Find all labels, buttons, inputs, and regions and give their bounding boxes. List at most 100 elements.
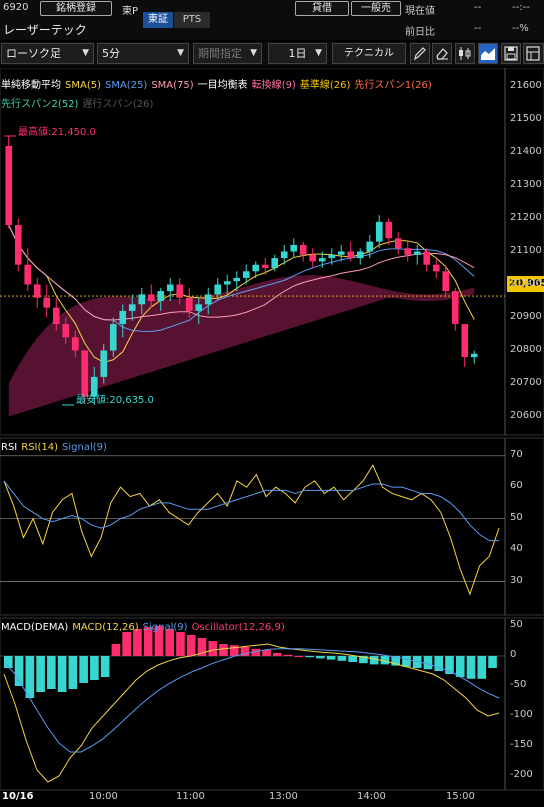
pencil-icon[interactable] bbox=[410, 43, 430, 64]
macd-oscillator-bar bbox=[359, 656, 368, 664]
legend-macd-oscillator: Oscillator(12,26,9) bbox=[191, 622, 285, 633]
macd-oscillator-bar bbox=[273, 653, 282, 656]
candle-body bbox=[14, 225, 22, 265]
sma75-line bbox=[8, 224, 475, 321]
candle-body bbox=[176, 284, 184, 298]
candle-body bbox=[100, 350, 108, 377]
macd-oscillator-bar bbox=[316, 656, 325, 659]
macd-oscillator-bar bbox=[380, 656, 390, 665]
macd-oscillator-bar bbox=[219, 644, 228, 656]
candle-body bbox=[90, 376, 98, 397]
macd-oscillator-bar bbox=[229, 645, 239, 656]
rsi-signal-line bbox=[3, 480, 499, 542]
stock-name: レーザーテック bbox=[3, 23, 87, 37]
market-tse-toggle[interactable]: 東証 bbox=[143, 12, 173, 28]
legend-rsi-signal: Signal(9) bbox=[62, 442, 107, 453]
macd-oscillator-bar bbox=[240, 647, 250, 656]
macd-oscillator-bar bbox=[57, 656, 67, 692]
chart-type-select[interactable]: ローソク足 ▼ bbox=[1, 43, 94, 64]
legend-ichimoku-title: 一目均衡表 bbox=[197, 80, 248, 91]
candle-body bbox=[432, 264, 440, 272]
chevron-down-icon: ▼ bbox=[82, 48, 89, 58]
macd-oscillator-bar bbox=[154, 626, 164, 656]
legend-tenkan: 転換線(9) bbox=[251, 80, 296, 91]
candle-body bbox=[328, 254, 336, 259]
price-y-tick: 21600 bbox=[510, 79, 542, 91]
technical-button[interactable]: テクニカル bbox=[332, 43, 406, 64]
legend-sma25: SMA(25) bbox=[104, 80, 148, 91]
macd-oscillator-bar bbox=[369, 656, 379, 665]
rsi-y-tick: 70 bbox=[510, 448, 523, 460]
price-y-tick: 21100 bbox=[510, 244, 542, 256]
range-select[interactable]: 1日 ▼ bbox=[268, 43, 327, 64]
save-icon[interactable] bbox=[501, 43, 521, 64]
rsi-y-tick: 30 bbox=[510, 574, 523, 586]
macd-oscillator-bar bbox=[197, 638, 207, 656]
candle-body bbox=[119, 310, 127, 325]
period-select[interactable]: 期間指定 ▼ bbox=[193, 43, 262, 64]
credit-type-button[interactable]: 貸借 bbox=[295, 1, 349, 16]
macd-y-tick: 50 bbox=[510, 619, 523, 630]
macd-oscillator-bar bbox=[176, 632, 185, 656]
macd-oscillator-bar bbox=[4, 656, 13, 668]
eraser-icon[interactable] bbox=[432, 43, 452, 64]
macd-oscillator-bar bbox=[348, 656, 357, 662]
macd-oscillator-bar bbox=[186, 635, 196, 656]
macd-oscillator-bar bbox=[262, 650, 271, 656]
candle-body bbox=[242, 271, 250, 278]
x-tick-1300: 13:00 bbox=[269, 791, 298, 802]
watch-register-button[interactable]: 銘柄登録 bbox=[40, 1, 112, 16]
macd-oscillator-bar bbox=[90, 656, 99, 680]
macd-oscillator-bar bbox=[294, 656, 304, 657]
candle-body bbox=[261, 264, 269, 268]
margin-type-button[interactable]: 一般売 bbox=[351, 1, 401, 16]
area-style-icon[interactable] bbox=[478, 43, 498, 64]
macd-oscillator-bar bbox=[466, 656, 476, 679]
candle-body bbox=[81, 350, 89, 397]
legend-macd-title: MACD(DEMA) bbox=[1, 622, 69, 633]
candle-body bbox=[290, 244, 298, 252]
price-y-tick: 20900 bbox=[510, 310, 542, 322]
legend-sma-title: 単純移動平均 bbox=[1, 80, 61, 91]
chevron-down-icon: ▼ bbox=[315, 48, 322, 58]
macd-y-tick: -200 bbox=[510, 769, 533, 780]
market-pts-toggle[interactable]: PTS bbox=[174, 12, 210, 28]
candle-body bbox=[109, 324, 117, 351]
price-y-tick: 20600 bbox=[510, 409, 542, 421]
macd-oscillator-bar bbox=[488, 656, 497, 668]
macd-oscillator-bar bbox=[326, 656, 336, 660]
macd-y-tick: 0 bbox=[510, 649, 517, 660]
candle-body bbox=[52, 307, 60, 325]
macd-legend: MACD(DEMA) MACD(12,26) Signal(9) Oscillator… bbox=[1, 622, 289, 633]
candle-body bbox=[451, 291, 459, 325]
price-y-tick: 21000 bbox=[510, 277, 542, 289]
candle-style-icon[interactable] bbox=[455, 43, 475, 64]
macd-oscillator-bar bbox=[79, 656, 88, 683]
chart-canvas[interactable] bbox=[0, 68, 544, 807]
candle-body bbox=[461, 324, 469, 358]
x-tick-1000: 10:00 bbox=[89, 791, 118, 802]
candle-body bbox=[43, 297, 51, 308]
candle-body bbox=[280, 251, 288, 259]
layout-icon[interactable] bbox=[523, 43, 544, 64]
macd-oscillator-bar bbox=[283, 654, 293, 656]
candle-body bbox=[233, 277, 241, 282]
candle-body bbox=[185, 297, 193, 311]
price-y-tick: 20800 bbox=[510, 343, 542, 355]
macd-oscillator-bar bbox=[133, 629, 142, 656]
interval-value: 5分 bbox=[102, 47, 120, 60]
current-price-label: 現在値 bbox=[405, 6, 435, 17]
macd-oscillator-bar bbox=[143, 627, 153, 656]
rsi-y-tick: 40 bbox=[510, 543, 523, 555]
macd-oscillator-bar bbox=[251, 648, 261, 656]
candle-body bbox=[138, 294, 146, 305]
current-price-tag: 20,965 bbox=[507, 276, 544, 292]
prev-change-pct: --% bbox=[512, 23, 529, 34]
interval-select[interactable]: 5分 ▼ bbox=[97, 43, 189, 64]
rsi-legend: RSI RSI(14) Signal(9) bbox=[1, 442, 111, 453]
candle-body bbox=[204, 294, 212, 305]
legend-kijun: 基準線(26) bbox=[299, 80, 351, 91]
legend-senkou2: 先行スパン2(52) bbox=[1, 99, 79, 110]
candle-body bbox=[5, 145, 13, 226]
legend-chikou: 遅行スパン(26) bbox=[82, 99, 154, 110]
